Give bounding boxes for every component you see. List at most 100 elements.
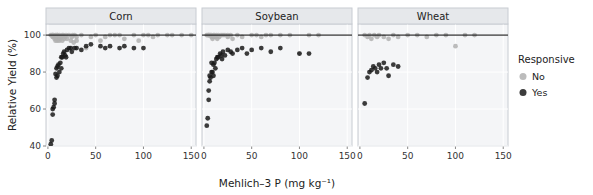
x-axis-label: Mehlich–3 P (mg kg⁻¹) [219,177,335,189]
point [50,112,55,117]
grid-line [503,24,504,146]
grid-line [358,35,508,36]
point [205,116,210,121]
point [381,60,386,65]
reference-line [358,35,508,36]
tick-label: 100 [135,151,152,161]
panel-header [358,8,508,24]
legend-title: Responsive [518,54,575,65]
panel-title: Corn [109,11,132,22]
point [98,38,103,43]
point [362,101,367,106]
point [223,53,228,58]
point [103,46,108,51]
tick-label: 150 [495,151,512,161]
tick-label: 0 [45,151,51,161]
grid-line [191,24,192,146]
point [49,138,54,143]
point [245,51,250,56]
tick-label: 150 [339,151,356,161]
point [384,66,389,71]
point [122,36,127,41]
grid-line [202,72,352,73]
point [89,42,94,47]
tick-label: 60 [30,104,42,114]
tick-label: 50 [246,151,258,161]
tick-label: 50 [402,151,414,161]
marks [358,33,508,106]
point [206,97,211,102]
grid-line [455,24,456,146]
grid-line [47,24,48,146]
panel-title: Wheat [417,11,450,22]
panel: 050100150Wheat [357,8,512,161]
panel: 0 50 100 150 Soybean [201,8,356,161]
point [59,66,64,71]
grid-line [46,109,196,110]
tick-label: 40 [30,141,42,151]
chart: 050100150406080100CornRelative Yield (%)… [0,0,593,195]
point [136,38,141,43]
point [297,51,302,56]
tick-label: 100 [24,30,41,40]
point [391,62,396,67]
point [375,70,380,75]
marks [202,33,352,128]
point [52,97,57,102]
legend-label: No [532,71,545,82]
point [122,44,127,49]
plot-area [46,24,196,146]
point [84,44,89,49]
tick-mark [43,146,46,147]
reference-line [46,35,196,36]
grid-line [202,109,352,110]
panel: 0 50 100 150 40 60 80 100 Corn [24,8,200,161]
point [386,73,391,78]
point [297,51,302,56]
tick-label: 0 [357,151,363,161]
legend: Responsive No Yes [518,54,575,98]
panel-header [46,8,196,24]
point [131,46,136,51]
panel-title: Soybean [255,11,298,22]
point [307,51,312,56]
point [268,49,273,54]
tick-label: 0 [201,151,207,161]
grid-line [347,24,348,146]
point [278,46,283,51]
point [396,64,401,69]
point [79,47,84,52]
grid-line [203,24,204,146]
grid-line [202,35,352,36]
point [240,46,245,51]
grid-line [46,72,196,73]
plot-area [202,24,352,146]
legend-swatch [520,73,527,80]
grid-line [358,146,508,147]
point [235,47,240,52]
legend-swatch [520,89,527,96]
point [379,66,384,71]
point [117,46,122,51]
grid-line [202,146,352,147]
point [213,66,218,71]
legend-label: Yes [531,87,547,98]
point [58,60,63,65]
point [206,88,211,93]
point [249,47,254,52]
tick-label: 100 [291,151,308,161]
tick-label: 80 [30,67,42,77]
point [259,46,264,51]
point [386,36,391,41]
point [230,36,235,41]
point [64,55,69,60]
grid-line [46,35,196,36]
grid-line [407,24,408,146]
tick-label: 50 [90,151,102,161]
point [230,51,235,56]
point [141,46,146,51]
point [108,44,113,49]
tick-label: 150 [183,151,200,161]
grid-line [46,146,196,147]
grid-line [95,24,96,146]
